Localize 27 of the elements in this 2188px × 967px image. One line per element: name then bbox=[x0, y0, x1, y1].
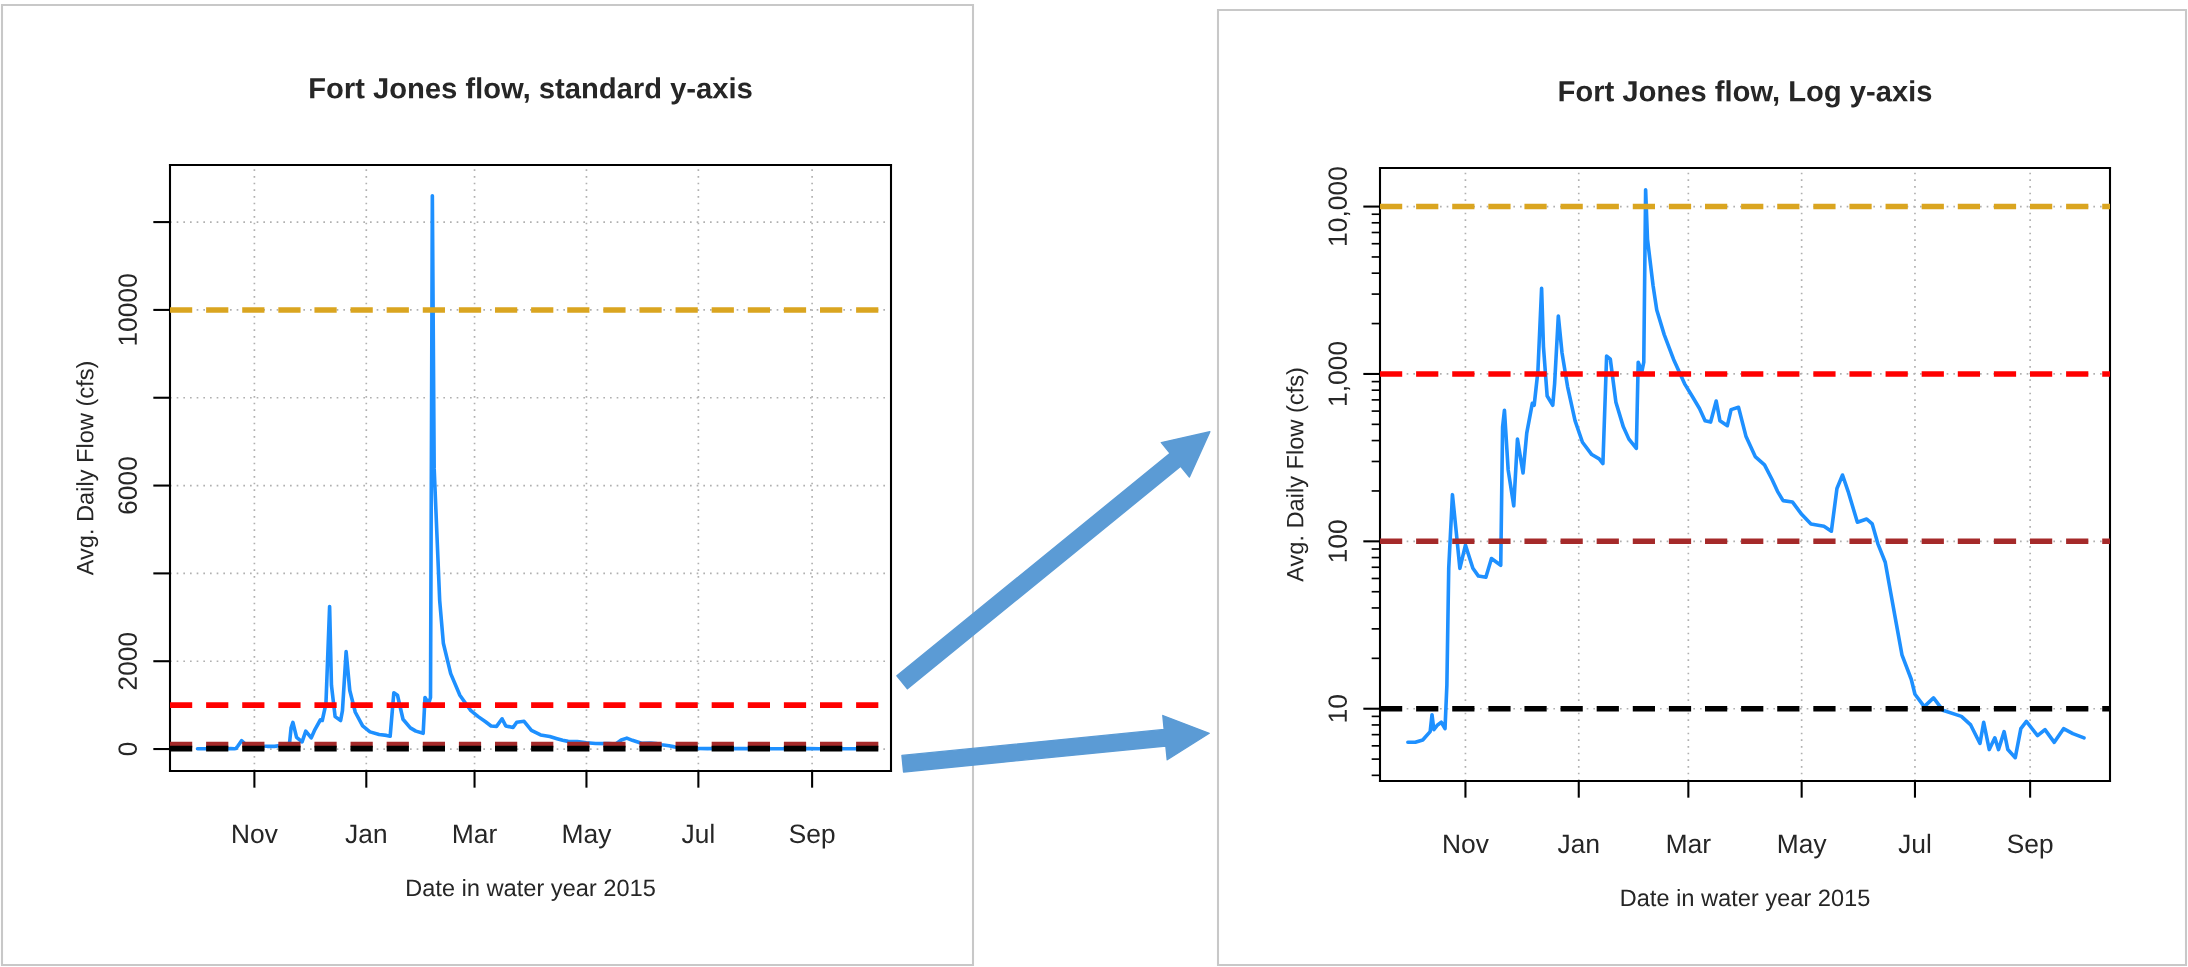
chart-title: Fort Jones flow, standard y-axis bbox=[310, 77, 752, 105]
y-tick-label: 6000 bbox=[118, 457, 138, 514]
y-axis-title: Avg. Daily Flow (cfs) bbox=[1286, 368, 1309, 582]
x-tick-label: May bbox=[563, 824, 612, 849]
line-series bbox=[1406, 187, 2086, 760]
x-tick-label: Sep bbox=[789, 824, 835, 849]
x-tick-label: Mar bbox=[453, 824, 497, 844]
x-tick-label: Nov bbox=[1444, 834, 1489, 854]
x-tick-label: Jan bbox=[1557, 834, 1599, 854]
y-tick-label: 2000 bbox=[118, 632, 138, 690]
y-tick-label: 10000 bbox=[118, 274, 138, 345]
y-tick-label: 10 bbox=[1328, 695, 1348, 722]
y-tick-label: 1,000 bbox=[1328, 341, 1351, 405]
x-axis-title: Date in water year 2015 bbox=[1621, 888, 1870, 911]
y-axis-title: Avg. Daily Flow (cfs) bbox=[76, 362, 99, 576]
x-tick-label: Mar bbox=[1667, 834, 1711, 854]
x-axis-title: Date in water year 2015 bbox=[407, 878, 655, 901]
x-tick-label: Jan bbox=[345, 824, 386, 844]
x-tick-label: Sep bbox=[2007, 834, 2053, 859]
x-tick-label: Jul bbox=[681, 823, 714, 844]
x-tick-label: Jul bbox=[1898, 833, 1931, 854]
chart-title: Fort Jones flow, Log y-axis bbox=[1559, 80, 1932, 108]
x-tick-label: Nov bbox=[233, 824, 278, 844]
y-tick-label: 0 bbox=[118, 742, 138, 756]
y-tick-label: 100 bbox=[1328, 520, 1348, 562]
y-tick-label: 10,000 bbox=[1328, 167, 1351, 245]
x-tick-label: May bbox=[1778, 834, 1827, 859]
